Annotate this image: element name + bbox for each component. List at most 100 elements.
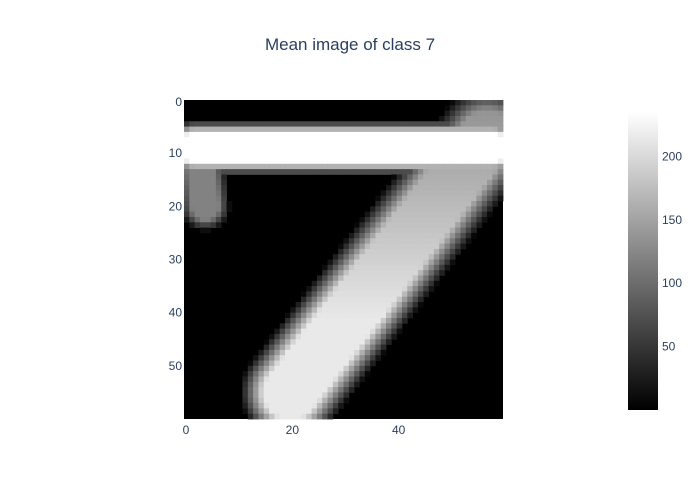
heatmap-cell (482, 121, 488, 127)
heatmap-cell (381, 233, 387, 239)
heatmap-cell (301, 158, 307, 164)
heatmap-cell (274, 127, 280, 133)
heatmap-cell (487, 190, 493, 196)
heatmap-cell (211, 158, 217, 164)
heatmap-cell (439, 164, 445, 170)
heatmap-cell (205, 143, 211, 149)
heatmap-cell (333, 169, 339, 175)
heatmap-cell (439, 238, 445, 244)
heatmap-cell (195, 127, 201, 133)
heatmap-cell (402, 228, 408, 234)
heatmap-cell (455, 196, 461, 202)
heatmap-cell (280, 408, 286, 414)
heatmap-cell (434, 281, 440, 287)
heatmap-cell (290, 408, 296, 414)
colorbar (628, 112, 658, 410)
heatmap-cell (487, 121, 493, 127)
heatmap-cell (221, 190, 227, 196)
heatmap-cell (306, 408, 312, 414)
heatmap-cell (391, 212, 397, 218)
heatmap-cell (418, 265, 424, 271)
heatmap-cell (423, 233, 429, 239)
heatmap-cell (338, 132, 344, 138)
heatmap-cell (365, 281, 371, 287)
heatmap-cell (264, 339, 270, 345)
heatmap-cell (280, 329, 286, 335)
heatmap-cell (344, 275, 350, 281)
heatmap-cell (359, 143, 365, 149)
heatmap-cell (370, 222, 376, 228)
heatmap-cell (312, 143, 318, 149)
heatmap-cell (338, 345, 344, 351)
heatmap-cell (471, 100, 477, 106)
heatmap-cell (466, 148, 472, 154)
heatmap-cell (274, 366, 280, 372)
heatmap-cell (460, 127, 466, 133)
heatmap-cell (232, 127, 238, 133)
heatmap-cell (349, 323, 355, 329)
heatmap-cell (322, 270, 328, 276)
heatmap-cell (322, 403, 328, 409)
heatmap-cell (466, 174, 472, 180)
heatmap-cell (418, 217, 424, 223)
heatmap-cell (418, 228, 424, 234)
heatmap-cell (381, 190, 387, 196)
heatmap-cell (359, 297, 365, 303)
heatmap-cell (296, 392, 302, 398)
heatmap-cell (211, 121, 217, 127)
heatmap-cell (258, 361, 264, 367)
heatmap-cell (434, 190, 440, 196)
heatmap-cell (391, 260, 397, 266)
heatmap-cell (492, 158, 498, 164)
heatmap-cell (338, 153, 344, 159)
heatmap-cell (407, 164, 413, 170)
heatmap-cell (242, 132, 248, 138)
heatmap-cell (274, 132, 280, 138)
heatmap-cell (184, 217, 190, 223)
heatmap-cell (317, 408, 323, 414)
heatmap-cell (216, 190, 222, 196)
heatmap-cell (301, 350, 307, 356)
heatmap-cell (195, 217, 201, 223)
heatmap-cell (375, 164, 381, 170)
heatmap-cell (338, 318, 344, 324)
heatmap-cell (365, 121, 371, 127)
heatmap-cell (359, 313, 365, 319)
heatmap-cell (354, 313, 360, 319)
heatmap-cell (189, 121, 195, 127)
heatmap-cell (466, 196, 472, 202)
heatmap-cell (253, 169, 259, 175)
heatmap-cell (413, 291, 419, 297)
heatmap-cell (423, 121, 429, 127)
heatmap-cell (359, 132, 365, 138)
heatmap-cell (221, 212, 227, 218)
heatmap-cell (391, 137, 397, 143)
heatmap-cell (402, 185, 408, 191)
heatmap-cell (471, 206, 477, 212)
heatmap-cell (301, 392, 307, 398)
heatmap-cell (476, 174, 482, 180)
heatmap-cell (258, 366, 264, 372)
heatmap-cell (423, 169, 429, 175)
heatmap-cell (189, 153, 195, 159)
heatmap-cell (445, 148, 451, 154)
heatmap-cell (328, 297, 334, 303)
heatmap-cell (397, 217, 403, 223)
heatmap-cell (253, 403, 259, 409)
heatmap-cell (328, 329, 334, 335)
heatmap-cell (365, 307, 371, 313)
heatmap-cell (423, 249, 429, 255)
heatmap-cell (375, 313, 381, 319)
heatmap-cell (476, 158, 482, 164)
heatmap-cell (216, 174, 222, 180)
heatmap-cell (296, 414, 302, 420)
heatmap-cell (381, 265, 387, 271)
heatmap-cell (333, 313, 339, 319)
heatmap-cell (407, 158, 413, 164)
heatmap-cell (407, 275, 413, 281)
heatmap-cell (195, 196, 201, 202)
heatmap-cell (333, 371, 339, 377)
heatmap-cell (216, 164, 222, 170)
heatmap-cell (460, 217, 466, 223)
heatmap-cell (221, 206, 227, 212)
